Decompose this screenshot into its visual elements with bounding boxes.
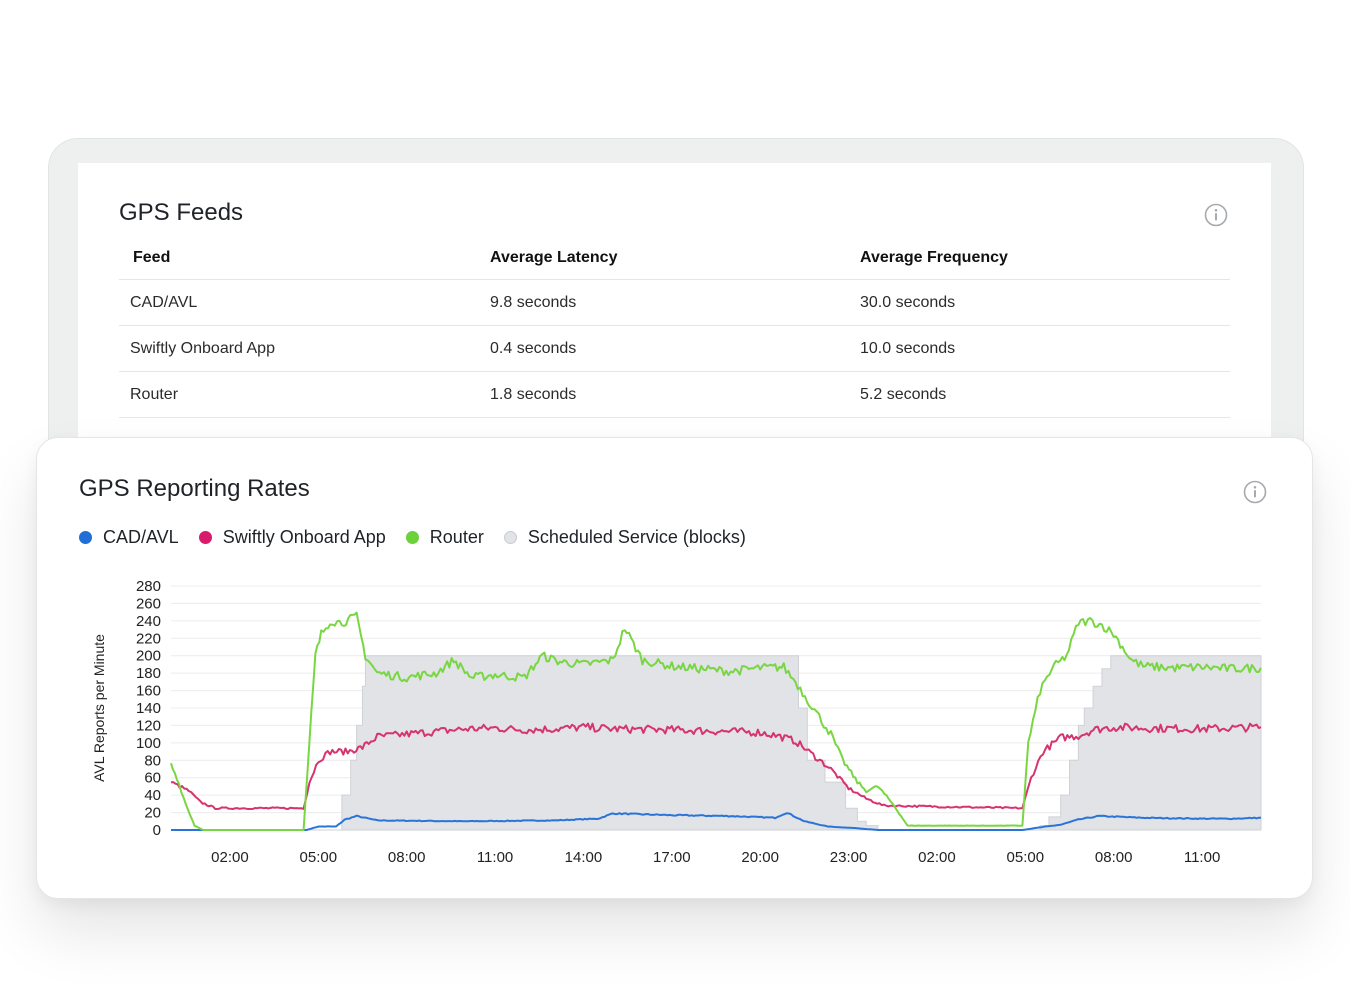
y-tick-label: 220	[136, 630, 161, 647]
y-tick-label: 60	[144, 770, 161, 787]
x-tick-label: 08:00	[1095, 849, 1133, 866]
x-tick-label: 11:00	[477, 849, 513, 866]
legend-dot	[79, 531, 92, 544]
legend-dot	[405, 531, 419, 544]
y-tick-label: 100	[136, 735, 161, 752]
table-row: Swiftly Onboard App 0.4 seconds 10.0 sec…	[119, 325, 1230, 372]
legend-dot	[503, 531, 517, 544]
gps-reporting-rates-panel: GPS Reporting Rates CAD/AVL Swiftly Onbo…	[36, 437, 1313, 899]
y-tick-label: 80	[144, 752, 161, 769]
legend-item-cad-avl[interactable]: CAD/AVL	[79, 527, 179, 548]
x-tick-label: 05:00	[300, 849, 338, 866]
y-tick-label: 180	[136, 665, 161, 682]
feed-latency: 0.4 seconds	[490, 325, 860, 372]
legend-item-swiftly-onboard-app[interactable]: Swiftly Onboard App	[198, 527, 386, 548]
gps-feeds-panel: GPS Feeds Feed Average Latency Average F…	[78, 163, 1271, 463]
legend-label: Router	[429, 527, 484, 547]
chart-legend: CAD/AVL Swiftly Onboard App Router Sched…	[79, 527, 766, 548]
legend-label: Swiftly Onboard App	[222, 527, 386, 547]
y-tick-label: 140	[136, 700, 161, 717]
feed-name: Swiftly Onboard App	[119, 325, 490, 372]
legend-dot	[198, 531, 212, 544]
x-tick-label: 20:00	[741, 849, 779, 866]
feed-frequency: 5.2 seconds	[860, 371, 1230, 418]
y-tick-label: 40	[144, 787, 161, 804]
feed-name: Router	[119, 371, 490, 418]
feed-latency: 9.8 seconds	[490, 279, 860, 326]
feeds-table: Feed Average Latency Average Frequency C…	[119, 237, 1230, 418]
table-row: CAD/AVL 9.8 seconds 30.0 seconds	[119, 279, 1230, 326]
table-header-row: Feed Average Latency Average Frequency	[119, 237, 1230, 280]
legend-label: Scheduled Service (blocks)	[527, 527, 746, 547]
y-tick-label: 120	[136, 717, 161, 734]
feed-name: CAD/AVL	[119, 279, 490, 326]
y-tick-label: 160	[136, 683, 161, 700]
x-tick-label: 14:00	[565, 849, 603, 866]
feed-frequency: 10.0 seconds	[860, 325, 1230, 372]
series-line-router	[170, 611, 1262, 831]
column-header-feed[interactable]: Feed	[119, 237, 490, 280]
series-line-cad-avl	[171, 812, 1262, 831]
legend-label: CAD/AVL	[103, 527, 179, 547]
x-tick-label: 11:00	[1184, 849, 1220, 866]
feed-frequency: 30.0 seconds	[860, 279, 1230, 326]
y-tick-label: 0	[153, 822, 161, 839]
info-icon[interactable]	[1204, 203, 1228, 227]
column-header-latency[interactable]: Average Latency	[490, 237, 860, 280]
y-tick-label: 20	[144, 805, 161, 822]
x-tick-label: 02:00	[211, 849, 249, 866]
gps-feeds-title: GPS Feeds	[119, 199, 244, 226]
y-tick-label: 200	[136, 648, 161, 665]
table-row: Router 1.8 seconds 5.2 seconds	[119, 371, 1230, 418]
x-tick-label: 08:00	[388, 849, 426, 866]
y-tick-label: 260	[136, 595, 161, 612]
column-header-frequency[interactable]: Average Frequency	[860, 237, 1230, 280]
info-icon[interactable]	[1243, 480, 1267, 504]
legend-item-router[interactable]: Router	[405, 527, 484, 548]
x-tick-label: 05:00	[1007, 849, 1045, 866]
y-tick-label: 240	[136, 613, 161, 630]
x-tick-label: 02:00	[918, 849, 956, 866]
series-area-scheduled-service	[171, 655, 1262, 831]
series-line-swiftly-onboard-app	[170, 722, 1262, 810]
y-tick-label: 280	[136, 578, 161, 595]
y-axis-title: AVL Reports per Minute	[91, 634, 107, 782]
feed-latency: 1.8 seconds	[490, 371, 860, 418]
legend-item-scheduled-service[interactable]: Scheduled Service (blocks)	[503, 527, 746, 548]
gps-reporting-rates-title: GPS Reporting Rates	[79, 475, 310, 502]
x-tick-label: 23:00	[830, 849, 868, 866]
x-tick-label: 17:00	[653, 849, 691, 866]
